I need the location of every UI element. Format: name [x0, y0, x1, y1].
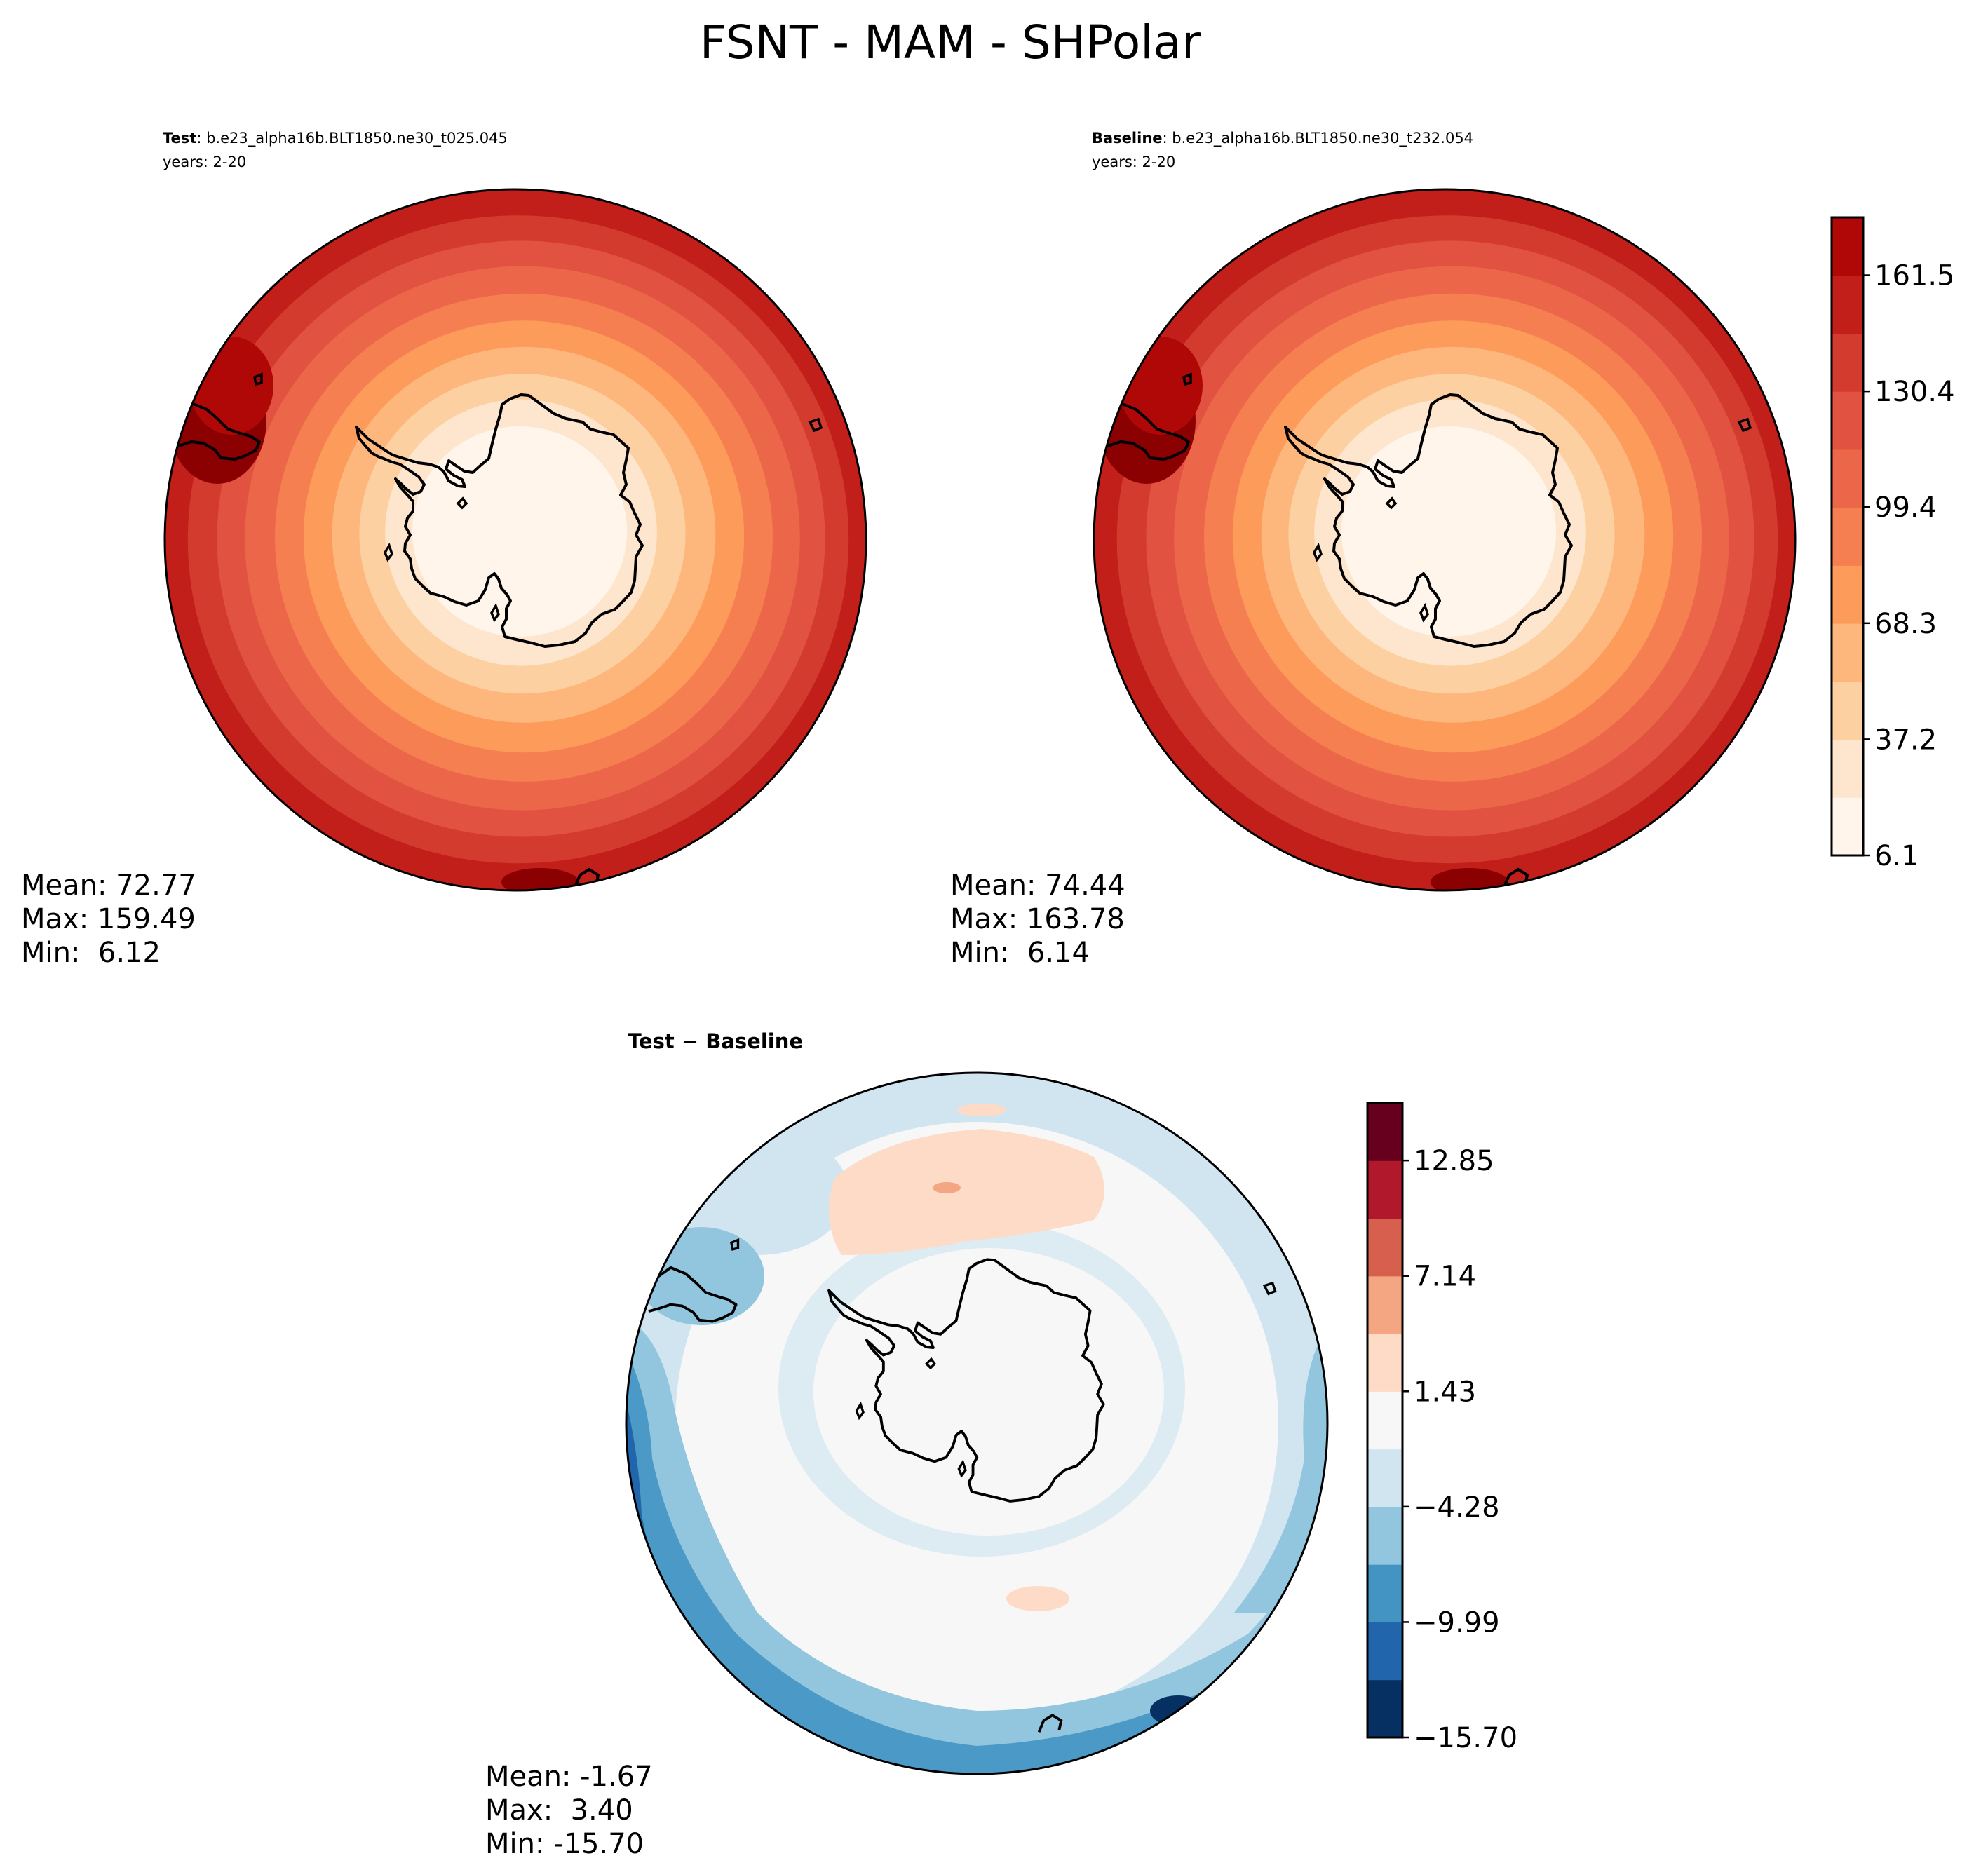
- fsnt-colorbar-segment: [1832, 739, 1863, 798]
- test-panel: Test: b.e23_alpha16b.BLT1850.ne30_t025.0…: [21, 130, 867, 969]
- fsnt-colorbar-tick-label: 68.3: [1874, 608, 1937, 640]
- diff-colorbar-segment: [1367, 1449, 1402, 1507]
- fsnt-colorbar-segment: [1832, 449, 1863, 508]
- diff-colorbar-tick-label: 12.85: [1414, 1145, 1494, 1177]
- test-contour-band-9: [412, 426, 627, 637]
- baseline-years-label: years: 2-20: [1092, 154, 1175, 170]
- fsnt-colorbar-tick-label: 6.1: [1874, 840, 1919, 872]
- baseline-min-stat: Min: 6.14: [950, 937, 1090, 969]
- baseline-max-stat: Max: 163.78: [950, 903, 1125, 935]
- fsnt-colorbar-segment: [1832, 797, 1863, 856]
- diff-colorbar-segment: [1367, 1160, 1402, 1219]
- baseline-contour-band-9: [1341, 426, 1556, 637]
- test-map: [165, 189, 866, 890]
- fsnt-colorbar: 6.1 37.2 68.3 99.4 130.4 161.5: [1830, 216, 1955, 872]
- diff-colorbar-segment: [1367, 1103, 1402, 1161]
- diff-colorbar-segment: [1367, 1622, 1402, 1681]
- fsnt-colorbar-segment: [1832, 507, 1863, 566]
- diff-colorbar-tick-label: 7.14: [1414, 1261, 1476, 1293]
- test-max-stat: Max: 159.49: [21, 903, 196, 935]
- baseline-panel-label: Baseline: b.e23_alpha16b.BLT1850.ne30_t2…: [1092, 130, 1473, 147]
- diff-colorbar-segment: [1367, 1218, 1402, 1277]
- diff-max-stat: Max: 3.40: [485, 1794, 633, 1827]
- test-years-label: years: 2-20: [163, 154, 246, 170]
- test-panel-label: Test: b.e23_alpha16b.BLT1850.ne30_t025.0…: [163, 130, 508, 147]
- baseline-panel: Baseline: b.e23_alpha16b.BLT1850.ne30_t2…: [950, 130, 1797, 969]
- test-label-bold: Test: [163, 130, 196, 147]
- baseline-mean-stat: Mean: 74.44: [950, 869, 1125, 902]
- diff-colorbar-segment: [1367, 1275, 1402, 1334]
- fsnt-colorbar-segment: [1832, 391, 1863, 450]
- fsnt-colorbar-frame: [1830, 216, 1865, 857]
- diff-mean-stat: Mean: -1.67: [485, 1761, 653, 1793]
- test-map-boundary: [163, 188, 867, 892]
- diff-colorbar-segment: [1367, 1564, 1402, 1622]
- test-min-stat: Min: 6.12: [21, 937, 161, 969]
- fsnt-colorbar-segment: [1832, 681, 1863, 740]
- diff-colorbar-tick-label: 1.43: [1414, 1376, 1476, 1408]
- diff-colorbar-segment: [1367, 1334, 1402, 1392]
- baseline-map-boundary: [1093, 188, 1797, 892]
- fsnt-colorbar-segment: [1832, 623, 1863, 682]
- diff-colorbar-tick-label: −9.99: [1414, 1606, 1500, 1639]
- diff-colorbar-segment: [1367, 1391, 1402, 1450]
- diff-colorbar-tick-label: −15.70: [1414, 1722, 1517, 1754]
- figure-title: FSNT - MAM - SHPolar: [700, 15, 1201, 69]
- fsnt-colorbar-segment: [1832, 217, 1863, 276]
- diff-colorbar-frame: [1366, 1102, 1404, 1739]
- fsnt-colorbar-tick-label: 99.4: [1874, 492, 1937, 524]
- fsnt-colorbar-segment: [1832, 565, 1863, 624]
- fsnt-colorbar-segment: [1832, 275, 1863, 334]
- fsnt-colorbar-segment: [1832, 333, 1863, 392]
- fsnt-colorbar-tick-label: 161.5: [1874, 260, 1955, 292]
- diff-map-boundary: [625, 1071, 1329, 1775]
- diff-panel-label: Test − Baseline: [628, 1029, 803, 1053]
- test-mean-stat: Mean: 72.77: [21, 869, 196, 902]
- fsnt-colorbar-tick-label: 37.2: [1874, 724, 1937, 756]
- diff-colorbar-tick-label: −4.28: [1414, 1491, 1500, 1524]
- test-label-case: : b.e23_alpha16b.BLT1850.ne30_t025.045: [196, 130, 508, 147]
- fsnt-colorbar-tick-label: 130.4: [1874, 376, 1955, 408]
- diff-min-stat: Min: -15.70: [485, 1828, 644, 1860]
- baseline-label-case: : b.e23_alpha16b.BLT1850.ne30_t232.054: [1163, 130, 1474, 147]
- baseline-label-bold: Baseline: [1092, 130, 1163, 147]
- diff-colorbar-segment: [1367, 1679, 1402, 1738]
- diff-colorbar: −15.70 −9.99 −4.28 1.43 7.14 12.85: [1366, 1102, 1517, 1754]
- diff-colorbar-segment: [1367, 1506, 1402, 1565]
- baseline-map: [1094, 189, 1795, 890]
- diff-map: [626, 1073, 1327, 1774]
- diff-panel: Test − Baseline: [485, 1029, 1329, 1860]
